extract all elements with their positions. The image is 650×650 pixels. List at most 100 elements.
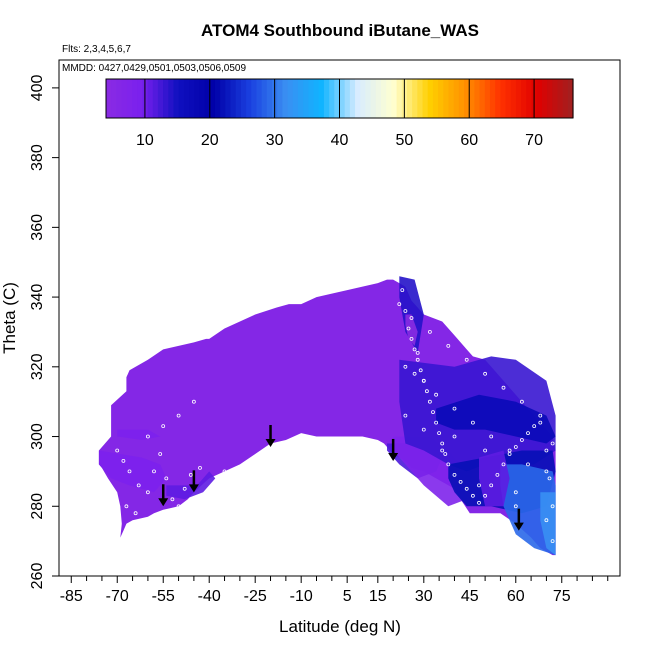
sample-point (538, 420, 543, 425)
sample-point (188, 472, 193, 477)
colorbar-segment (106, 79, 112, 118)
colorbar-segment (515, 79, 522, 118)
colorbar-segment (111, 79, 117, 118)
colorbar-segment (225, 79, 232, 118)
x-axis: -85 -70 -55 -40 -25 -10 5 15 30 45 60 75 (59, 575, 620, 605)
colorbar-segment (474, 79, 481, 118)
x-tick-label: 75 (553, 588, 571, 605)
sample-point (437, 431, 442, 436)
sample-point (489, 434, 494, 439)
sample-point (513, 445, 518, 449)
arrow-head (388, 452, 399, 461)
colorbar-segment (567, 79, 574, 118)
sample-point (397, 302, 402, 307)
sample-point (483, 448, 488, 453)
sample-point (470, 493, 475, 498)
y-tick-label: 320 (29, 353, 46, 380)
colorbar-segment (126, 79, 133, 118)
colorbar-segment (349, 79, 356, 118)
colorbar-segment (152, 79, 159, 118)
arrow-head (188, 484, 199, 493)
colorbar-segment (116, 79, 123, 118)
sample-point (443, 452, 448, 456)
colorbar-segment (157, 79, 164, 118)
x-tick-label: 30 (415, 588, 433, 605)
colorbar-segment (173, 79, 180, 118)
arrow-markers (158, 425, 524, 531)
colorbar-segment (121, 79, 128, 118)
colorbar-segment (235, 79, 242, 118)
sample-point (440, 441, 445, 446)
colorbar-segment (562, 79, 569, 118)
x-tick-label: 15 (369, 588, 387, 605)
colorbar-segment (220, 79, 226, 118)
x-tick-label: 45 (461, 588, 479, 605)
y-axis: 260 280 300 320 340 360 380 400 (29, 60, 60, 590)
sample-point (513, 504, 518, 509)
arrow-marker-2 (265, 425, 276, 447)
colorbar-tick-label: 40 (331, 132, 349, 149)
colorbar-segment (318, 79, 325, 118)
sample-point (520, 438, 524, 442)
sample-point (446, 343, 451, 348)
sample-point (418, 368, 423, 373)
colorbar-segment (391, 79, 398, 118)
colorbar-segment (339, 79, 346, 118)
sample-point (164, 476, 169, 481)
colorbar-segment (375, 79, 382, 118)
colorbar-tick-label: 50 (395, 132, 413, 149)
y-tick-label: 260 (29, 563, 46, 590)
x-tick-label: -70 (106, 588, 129, 605)
colorbar-segment (282, 79, 289, 118)
colorbar-tick-label: 30 (266, 132, 284, 149)
sample-point (403, 309, 408, 313)
colorbar-segment (355, 79, 361, 118)
sample-point (145, 434, 150, 439)
sample-point (400, 288, 405, 293)
y-tick-label: 300 (29, 423, 46, 450)
colorbar-tick-label: 20 (201, 132, 219, 149)
colorbar-segment (287, 79, 294, 118)
sample-point (427, 329, 432, 334)
sample-point (403, 364, 408, 369)
colorbar-segment (189, 79, 195, 118)
colorbar-segment (365, 79, 372, 118)
heatmap-layer (98, 276, 556, 556)
colorbar-segment (370, 79, 377, 118)
colorbar-segment (256, 79, 263, 118)
sample-point (372, 445, 377, 449)
colorbar-segment (438, 79, 444, 118)
sample-point (161, 424, 166, 429)
colorbar-segment (484, 79, 491, 118)
sample-point (170, 497, 175, 502)
sample-point (225, 486, 230, 491)
sample-point (204, 493, 209, 498)
sample-point (470, 420, 475, 425)
sample-point (446, 462, 451, 467)
sample-point (323, 455, 328, 460)
y-tick-label: 380 (29, 144, 46, 171)
arrow-head (513, 522, 524, 531)
sample-point (501, 462, 506, 467)
sample-point (458, 479, 463, 484)
sample-point (158, 518, 163, 523)
sample-point (293, 458, 297, 463)
sample-point (477, 500, 481, 505)
sample-point (394, 462, 399, 467)
colorbar-tick-label: 10 (136, 132, 154, 149)
colorbar-segment (313, 79, 320, 118)
y-tick-label: 340 (29, 284, 46, 311)
colorbar-segment (448, 79, 455, 118)
heatmap-patch-2 (399, 276, 424, 353)
colorbar-segment (277, 79, 284, 118)
colorbar-segment (489, 79, 496, 118)
sample-point (507, 452, 512, 456)
sample-point (544, 469, 549, 474)
colorbar-segment (194, 79, 200, 118)
arrow-head (265, 439, 276, 447)
sample-point (207, 497, 212, 502)
sample-point (262, 465, 267, 470)
sample-point (434, 420, 439, 425)
sample-point (440, 448, 445, 453)
